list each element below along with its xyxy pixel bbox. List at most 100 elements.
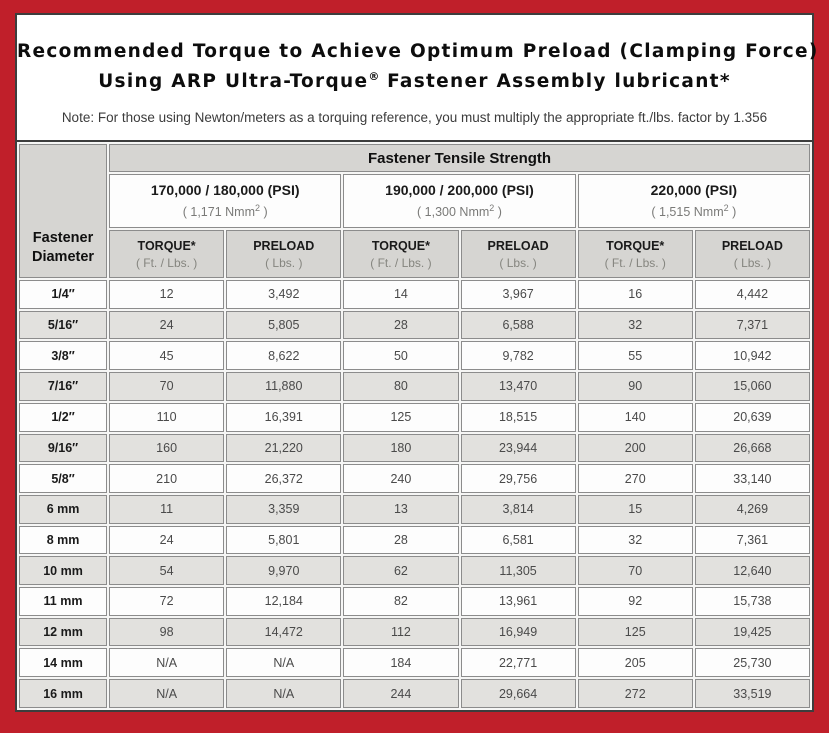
preload-col-header-1: PRELOAD ( Lbs. ) [226, 230, 342, 278]
torque-value-cell: 11 [109, 494, 225, 524]
torque-label: TORQUE* [371, 238, 430, 253]
title-line2-text-pre: Using ARP Ultra-Torque [98, 70, 369, 92]
torque-value-cell: 205 [577, 648, 693, 678]
preload-value-cell: N/A [226, 679, 342, 708]
psi-group-header-1: 170,000 / 180,000 (PSI) ( 1,171 Nmm2 ) [109, 174, 342, 228]
torque-value-cell: 200 [577, 433, 693, 463]
preload-value-cell: 25,730 [694, 648, 810, 678]
preload-value-cell: 23,944 [460, 433, 576, 463]
psi-value: 220,000 (PSI) [650, 182, 738, 199]
preload-value-cell: 13,470 [460, 372, 576, 401]
table-body: 1/4″ 12 3,492 14 3,967 16 4,442 5/16″ 24 5,805 28 6… [19, 280, 810, 708]
torque-col-header-3: TORQUE* ( Ft. / Lbs. ) [577, 230, 693, 278]
torque-value-cell: 80 [343, 372, 459, 401]
torque-value-cell: 28 [343, 310, 459, 340]
diameter-cell: 5/8″ [19, 464, 108, 493]
psi-value: 170,000 / 180,000 (PSI) [150, 182, 300, 199]
preload-value-cell: 8,622 [226, 341, 342, 371]
nmm-text: ( 1,171 Nmm [182, 205, 255, 220]
torque-value-cell: 24 [109, 525, 225, 555]
tensile-strength-header: Fastener Tensile Strength [109, 144, 810, 172]
diameter-cell: 9/16″ [19, 433, 108, 463]
psi-group-header-2: 190,000 / 200,000 (PSI) ( 1,300 Nmm2 ) [343, 174, 576, 228]
table-row: 6 mm 11 3,359 13 3,814 15 4,269 [19, 494, 810, 524]
torque-value-cell: 72 [109, 587, 225, 616]
table-section: Fastener Diameter Fastener Tensile Stren… [17, 140, 812, 710]
torque-value-cell: 82 [343, 587, 459, 616]
page-title: Recommended Torque to Achieve Optimum Pr… [17, 37, 817, 97]
preload-value-cell: 10,942 [694, 341, 810, 371]
torque-value-cell: 54 [109, 556, 225, 586]
preload-unit: ( Lbs. ) [265, 255, 303, 270]
torque-value-cell: 13 [343, 494, 459, 524]
preload-label: PRELOAD [487, 238, 549, 253]
torque-value-cell: 270 [577, 464, 693, 493]
diameter-cell: 11 mm [19, 587, 108, 616]
preload-value-cell: 33,140 [694, 464, 810, 493]
preload-value-cell: 12,184 [226, 587, 342, 616]
preload-value-cell: 14,472 [226, 617, 342, 647]
torque-value-cell: 32 [577, 310, 693, 340]
diameter-cell: 12 mm [19, 617, 108, 647]
preload-value-cell: 12,640 [694, 556, 810, 586]
diameter-cell: 6 mm [19, 494, 108, 524]
diameter-cell: 10 mm [19, 556, 108, 586]
torque-value-cell: 90 [577, 372, 693, 401]
preload-value-cell: N/A [226, 648, 342, 678]
preload-value-cell: 11,305 [460, 556, 576, 586]
diameter-cell: 5/16″ [19, 310, 108, 340]
torque-value-cell: 45 [109, 341, 225, 371]
corner-header-fastener-diameter: Fastener Diameter [19, 144, 108, 278]
torque-value-cell: 14 [343, 280, 459, 309]
diameter-cell: 3/8″ [19, 341, 108, 371]
diameter-cell: 8 mm [19, 525, 108, 555]
diameter-cell: 1/2″ [19, 402, 108, 432]
preload-value-cell: 9,970 [226, 556, 342, 586]
header-row-psi: 170,000 / 180,000 (PSI) ( 1,171 Nmm2 ) 1… [19, 174, 810, 228]
diameter-cell: 7/16″ [19, 372, 108, 401]
preload-value-cell: 7,371 [694, 310, 810, 340]
torque-value-cell: 62 [343, 556, 459, 586]
torque-value-cell: 140 [577, 402, 693, 432]
nmm-value: ( 1,515 Nmm2 ) [579, 203, 809, 219]
table-row: 5/16″ 24 5,805 28 6,588 32 7,371 [19, 310, 810, 340]
diameter-cell: 1/4″ [19, 280, 108, 309]
table-row: 1/2″ 110 16,391 125 18,515 140 20,639 [19, 402, 810, 432]
nmm-text: ( 1,515 Nmm [651, 205, 724, 220]
nmm-close: ) [494, 205, 502, 220]
preload-value-cell: 3,359 [226, 494, 342, 524]
diameter-cell: 14 mm [19, 648, 108, 678]
torque-unit: ( Ft. / Lbs. ) [135, 255, 198, 270]
preload-value-cell: 20,639 [694, 402, 810, 432]
preload-value-cell: 29,664 [460, 679, 576, 708]
preload-value-cell: 13,961 [460, 587, 576, 616]
torque-label: TORQUE* [606, 238, 665, 253]
torque-value-cell: 244 [343, 679, 459, 708]
torque-col-header-1: TORQUE* ( Ft. / Lbs. ) [109, 230, 225, 278]
table-row: 16 mm N/A N/A 244 29,664 272 33,519 [19, 679, 810, 708]
preload-col-header-2: PRELOAD ( Lbs. ) [460, 230, 576, 278]
title-line2-text-post: Fastener Assembly lubricant* [379, 70, 731, 92]
torque-label: TORQUE* [137, 238, 196, 253]
preload-value-cell: 19,425 [694, 617, 810, 647]
table-row: 1/4″ 12 3,492 14 3,967 16 4,442 [19, 280, 810, 309]
torque-col-header-2: TORQUE* ( Ft. / Lbs. ) [343, 230, 459, 278]
preload-value-cell: 26,668 [694, 433, 810, 463]
preload-value-cell: 5,805 [226, 310, 342, 340]
preload-value-cell: 3,814 [460, 494, 576, 524]
header-row-columns: TORQUE* ( Ft. / Lbs. ) PRELOAD ( Lbs. ) … [19, 230, 810, 278]
torque-value-cell: 180 [343, 433, 459, 463]
preload-value-cell: 16,949 [460, 617, 576, 647]
preload-value-cell: 22,771 [460, 648, 576, 678]
nmm-value: ( 1,300 Nmm2 ) [344, 203, 574, 219]
torque-value-cell: 32 [577, 525, 693, 555]
torque-value-cell: 210 [109, 464, 225, 493]
table-row: 8 mm 24 5,801 28 6,581 32 7,361 [19, 525, 810, 555]
nmm-value: ( 1,171 Nmm2 ) [110, 203, 340, 219]
preload-value-cell: 26,372 [226, 464, 342, 493]
psi-value: 190,000 / 200,000 (PSI) [385, 182, 534, 199]
torque-value-cell: 112 [343, 617, 459, 647]
torque-value-cell: 70 [109, 372, 225, 401]
page-title-line2: Using ARP Ultra-Torque® Fastener Assembl… [17, 67, 812, 97]
